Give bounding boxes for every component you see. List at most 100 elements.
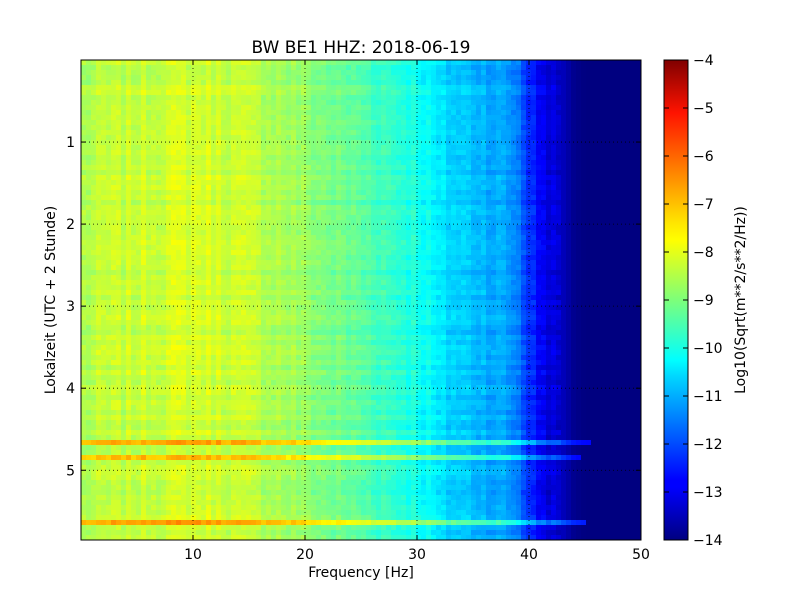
heatmap-cell — [311, 95, 317, 101]
heatmap-cell — [221, 155, 227, 161]
heatmap-cell — [261, 235, 267, 241]
heatmap-cell — [216, 130, 222, 136]
heatmap-cell — [171, 180, 177, 186]
heatmap-cell — [286, 155, 292, 161]
heatmap-cell — [201, 210, 207, 216]
heatmap-cell — [351, 165, 357, 171]
heatmap-cell — [411, 95, 417, 101]
heatmap-cell — [156, 280, 162, 286]
heatmap-cell — [271, 190, 277, 196]
heatmap-cell — [361, 150, 367, 156]
heatmap-cell — [456, 75, 462, 81]
heatmap-cell — [126, 250, 132, 256]
heatmap-cell — [356, 80, 362, 86]
heatmap-cell — [91, 135, 97, 141]
heatmap-cell — [311, 90, 317, 96]
heatmap-cell — [566, 135, 572, 141]
heatmap-cell — [546, 225, 552, 231]
heatmap-cell — [506, 175, 512, 181]
heatmap-cell — [456, 265, 462, 271]
heatmap-cell — [126, 240, 132, 246]
heatmap-cell — [166, 150, 172, 156]
heatmap-cell — [116, 260, 122, 266]
heatmap-cell — [201, 260, 207, 266]
heatmap-cell — [631, 240, 637, 246]
heatmap-cell — [296, 65, 302, 71]
heatmap-cell — [176, 100, 182, 106]
heatmap-cell — [161, 165, 167, 171]
heatmap-cell — [486, 230, 492, 236]
heatmap-cell — [276, 180, 282, 186]
heatmap-cell — [121, 190, 127, 196]
heatmap-cell — [351, 280, 357, 286]
heatmap-cell — [451, 60, 457, 66]
heatmap-cell — [336, 180, 342, 186]
heatmap-cell — [176, 145, 182, 151]
heatmap-cell — [226, 110, 232, 116]
heatmap-cell — [126, 105, 132, 111]
heatmap-cell — [201, 275, 207, 281]
heatmap-cell — [236, 130, 242, 136]
heatmap-cell — [611, 200, 617, 206]
heatmap-cell — [606, 270, 612, 276]
heatmap-cell — [226, 215, 232, 221]
heatmap-cell — [186, 160, 192, 166]
heatmap-cell — [591, 265, 597, 271]
heatmap-cell — [401, 145, 407, 151]
heatmap-cell — [611, 70, 617, 76]
heatmap-cell — [201, 135, 207, 141]
heatmap-cell — [551, 170, 557, 176]
heatmap-cell — [311, 175, 317, 181]
heatmap-cell — [171, 230, 177, 236]
heatmap-cell — [136, 180, 142, 186]
heatmap-cell — [211, 130, 217, 136]
heatmap-cell — [456, 275, 462, 281]
heatmap-cell — [211, 120, 217, 126]
heatmap-cell — [456, 245, 462, 251]
heatmap-cell — [636, 255, 641, 261]
heatmap-cell — [621, 90, 627, 96]
heatmap-cell — [336, 75, 342, 81]
heatmap-cell — [351, 240, 357, 246]
heatmap-cell — [571, 75, 577, 81]
heatmap-cell — [81, 80, 87, 86]
heatmap-cell — [341, 80, 347, 86]
heatmap-cell — [611, 115, 617, 121]
heatmap-cell — [456, 130, 462, 136]
heatmap-cell — [426, 175, 432, 181]
heatmap-cell — [556, 115, 562, 121]
heatmap-cell — [136, 195, 142, 201]
heatmap-cell — [441, 255, 447, 261]
heatmap-cell — [286, 115, 292, 121]
heatmap-cell — [106, 95, 112, 101]
heatmap-cell — [136, 155, 142, 161]
heatmap-cell — [541, 190, 547, 196]
heatmap-cell — [211, 75, 217, 81]
heatmap-cell — [246, 105, 252, 111]
heatmap-cell — [581, 180, 587, 186]
heatmap-cell — [256, 185, 262, 191]
heatmap-cell — [191, 215, 197, 221]
heatmap-cell — [106, 160, 112, 166]
heatmap-cell — [271, 125, 277, 131]
heatmap-cell — [401, 220, 407, 226]
heatmap-cell — [296, 120, 302, 126]
heatmap-cell — [536, 240, 542, 246]
heatmap-cell — [146, 245, 152, 251]
heatmap-cell — [436, 160, 442, 166]
heatmap-cell — [151, 245, 157, 251]
heatmap-cell — [111, 85, 117, 91]
heatmap-cell — [366, 255, 372, 261]
heatmap-cell — [261, 185, 267, 191]
heatmap-cell — [596, 140, 602, 146]
heatmap-cell — [426, 195, 432, 201]
heatmap-cell — [381, 105, 387, 111]
heatmap-cell — [256, 225, 262, 231]
heatmap-cell — [541, 60, 547, 66]
heatmap-cell — [241, 85, 247, 91]
heatmap-cell — [341, 260, 347, 266]
heatmap-cell — [276, 160, 282, 166]
heatmap-cell — [116, 245, 122, 251]
heatmap-cell — [361, 185, 367, 191]
heatmap-cell — [356, 180, 362, 186]
